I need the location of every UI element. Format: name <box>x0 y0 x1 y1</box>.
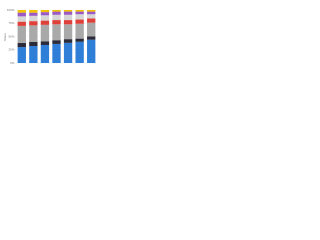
bar-segment <box>75 38 84 42</box>
bar-segment <box>87 14 96 19</box>
bar-segment <box>75 41 84 63</box>
bar-segment <box>63 14 73 21</box>
y-tick-label: 50% <box>8 34 14 38</box>
bar-segment <box>52 40 61 44</box>
bar-segment <box>52 43 61 63</box>
bar-segment <box>29 12 38 16</box>
bar-segment <box>29 41 38 47</box>
bar-segment <box>87 22 96 37</box>
bar-segment <box>63 20 73 25</box>
bar-segment <box>52 10 61 12</box>
bar-segment <box>87 10 96 12</box>
chart: Share 0% 25% 50% 75% 100% <box>3 8 97 65</box>
bar-segment <box>87 36 96 40</box>
bar-segment <box>17 42 26 48</box>
y-tick-label: 0% <box>10 61 15 65</box>
bar-segment <box>52 20 61 25</box>
bar-segment <box>40 12 50 16</box>
y-axis-label: Share <box>3 33 7 41</box>
bar-segment <box>52 11 61 15</box>
bar-segment <box>17 47 26 63</box>
bar-segment <box>40 10 50 13</box>
bar-segment <box>40 41 50 45</box>
bar-segment <box>29 10 38 13</box>
bar-segment <box>17 10 26 13</box>
bar-segment <box>17 21 26 26</box>
bar-segment <box>52 14 61 21</box>
bar-segment <box>75 23 84 39</box>
bar-segment <box>75 19 84 24</box>
bar-segment <box>75 10 84 12</box>
bar-segment <box>87 18 96 23</box>
bar-segment <box>40 20 50 25</box>
bar-segment <box>63 42 73 63</box>
bar-segment <box>87 11 96 15</box>
bar-segment <box>40 15 50 21</box>
bar-segment <box>63 11 73 15</box>
bar-segment <box>63 10 73 12</box>
y-tick-label: 25% <box>8 48 14 52</box>
bar-segment <box>29 21 38 26</box>
bar-segment <box>29 46 38 63</box>
bar-segment <box>40 24 50 42</box>
bar-segment <box>75 14 84 20</box>
bar-segment <box>40 44 50 63</box>
bar-segment <box>17 25 26 43</box>
bar-segment <box>52 24 61 41</box>
bar-segment <box>29 25 38 42</box>
y-tick-label: 100% <box>7 8 15 12</box>
bar-segment <box>63 24 73 40</box>
bar-segment <box>75 11 84 15</box>
bar-segment <box>87 39 96 63</box>
bar-segment <box>17 16 26 22</box>
bar-segment <box>63 39 73 43</box>
bar-segment <box>29 15 38 22</box>
y-tick-label: 75% <box>8 21 14 25</box>
bar-segment <box>17 12 26 17</box>
